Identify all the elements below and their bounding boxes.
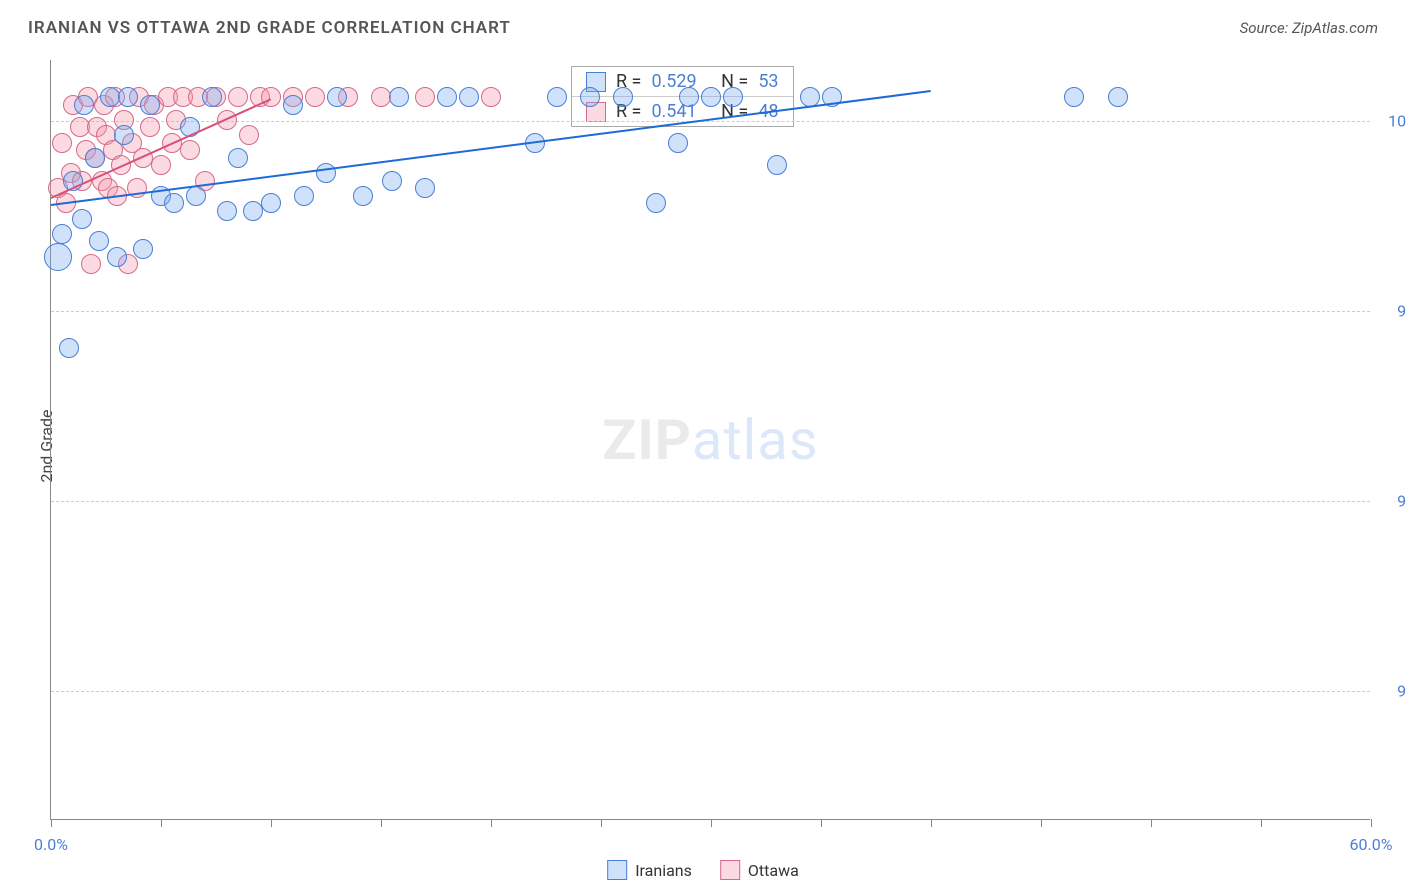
scatter-point-iranians: [547, 87, 567, 107]
x-tick: [1041, 819, 1042, 827]
watermark-atlas: atlas: [692, 407, 819, 473]
scatter-point-iranians: [114, 125, 134, 145]
x-tick: [711, 819, 712, 827]
legend: Iranians Ottawa: [607, 860, 799, 880]
scatter-point-iranians: [668, 133, 688, 153]
scatter-point-iranians: [89, 231, 109, 251]
gridline-h: [51, 501, 1370, 502]
scatter-point-ottawa: [151, 155, 171, 175]
scatter-point-iranians: [261, 193, 281, 213]
scatter-point-iranians: [613, 87, 633, 107]
scatter-point-iranians: [437, 87, 457, 107]
x-tick-label: 0.0%: [34, 835, 68, 854]
scatter-point-iranians: [72, 209, 92, 229]
y-tick-label: 95.0%: [1380, 491, 1406, 510]
scatter-point-iranians: [767, 155, 787, 175]
scatter-point-iranians: [646, 193, 666, 213]
plot-area: ZIPatlas R = 0.529 N = 53 R = 0.541 N = …: [50, 60, 1370, 820]
y-tick-label: 100.0%: [1380, 111, 1406, 130]
x-tick: [491, 819, 492, 827]
watermark-zip: ZIP: [602, 407, 691, 473]
scatter-point-iranians: [118, 87, 138, 107]
scatter-point-iranians: [415, 178, 435, 198]
scatter-point-iranians: [459, 87, 479, 107]
x-tick: [51, 819, 52, 827]
scatter-point-iranians: [1108, 87, 1128, 107]
x-tick: [1261, 819, 1262, 827]
x-tick: [381, 819, 382, 827]
scatter-point-iranians: [59, 338, 79, 358]
legend-label: Iranians: [635, 861, 692, 880]
x-tick: [931, 819, 932, 827]
scatter-point-ottawa: [52, 133, 72, 153]
scatter-point-iranians: [133, 239, 153, 259]
stats-n-value: 53: [758, 71, 778, 92]
watermark: ZIPatlas: [602, 407, 818, 473]
scatter-point-ottawa: [481, 87, 501, 107]
chart-source: Source: ZipAtlas.com: [1240, 19, 1378, 37]
scatter-point-iranians: [228, 148, 248, 168]
scatter-point-ottawa: [81, 254, 101, 274]
scatter-point-iranians: [580, 87, 600, 107]
scatter-point-iranians: [389, 87, 409, 107]
legend-swatch: [607, 860, 627, 880]
y-tick-label: 92.5%: [1380, 681, 1406, 700]
scatter-point-iranians: [202, 87, 222, 107]
scatter-point-iranians: [140, 95, 160, 115]
scatter-point-ottawa: [180, 140, 200, 160]
legend-label: Ottawa: [748, 861, 799, 880]
scatter-point-iranians: [283, 95, 303, 115]
scatter-point-iranians: [723, 87, 743, 107]
scatter-point-iranians: [44, 243, 72, 271]
x-tick: [821, 819, 822, 827]
x-tick: [601, 819, 602, 827]
scatter-point-iranians: [679, 87, 699, 107]
x-tick: [1151, 819, 1152, 827]
x-tick: [161, 819, 162, 827]
chart-title: IRANIAN VS OTTAWA 2ND GRADE CORRELATION …: [28, 18, 511, 38]
gridline-h: [51, 121, 1370, 122]
scatter-point-iranians: [327, 87, 347, 107]
legend-item: Ottawa: [720, 860, 799, 880]
scatter-point-iranians: [107, 247, 127, 267]
gridline-h: [51, 311, 1370, 312]
scatter-point-ottawa: [239, 125, 259, 145]
scatter-point-iranians: [294, 186, 314, 206]
scatter-point-ottawa: [305, 87, 325, 107]
scatter-point-iranians: [52, 224, 72, 244]
scatter-point-iranians: [85, 148, 105, 168]
scatter-point-iranians: [353, 186, 373, 206]
chart-header: IRANIAN VS OTTAWA 2ND GRADE CORRELATION …: [28, 18, 1378, 38]
scatter-point-iranians: [217, 201, 237, 221]
scatter-point-iranians: [316, 163, 336, 183]
x-tick-label: 60.0%: [1350, 835, 1393, 854]
scatter-point-ottawa: [140, 117, 160, 137]
scatter-point-ottawa: [415, 87, 435, 107]
x-tick: [1371, 819, 1372, 827]
scatter-point-ottawa: [228, 87, 248, 107]
gridline-h: [51, 691, 1370, 692]
x-tick: [271, 819, 272, 827]
legend-item: Iranians: [607, 860, 692, 880]
chart-container: IRANIAN VS OTTAWA 2ND GRADE CORRELATION …: [0, 0, 1406, 892]
legend-swatch: [720, 860, 740, 880]
scatter-point-iranians: [382, 171, 402, 191]
scatter-point-iranians: [164, 193, 184, 213]
scatter-point-ottawa: [261, 87, 281, 107]
y-tick-label: 97.5%: [1380, 301, 1406, 320]
scatter-point-iranians: [1064, 87, 1084, 107]
scatter-point-iranians: [701, 87, 721, 107]
scatter-point-iranians: [74, 95, 94, 115]
scatter-point-iranians: [186, 186, 206, 206]
